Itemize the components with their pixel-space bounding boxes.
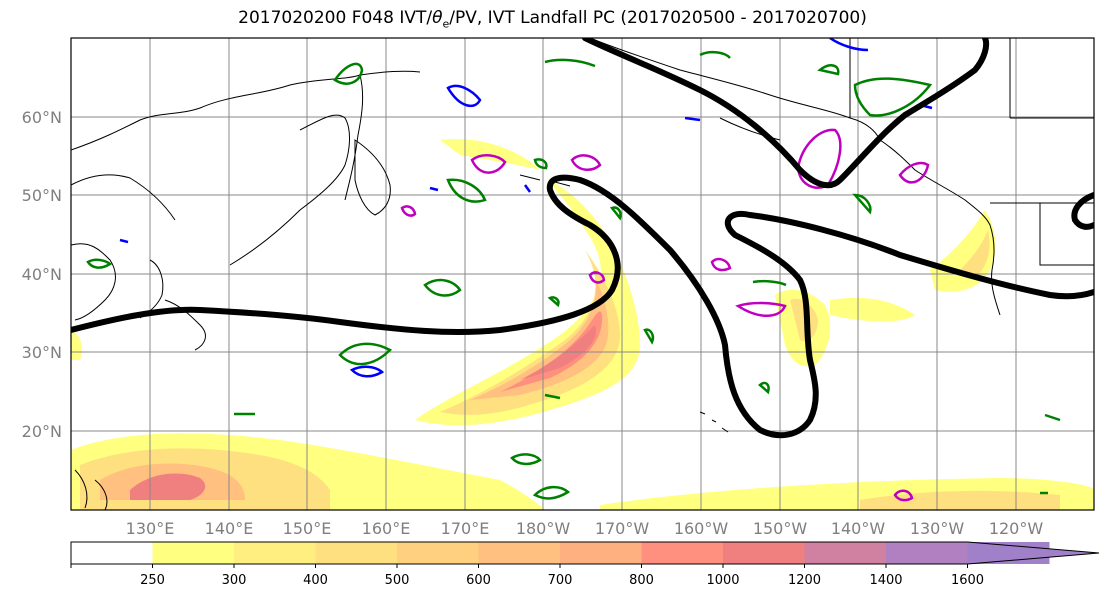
colorbar-segment bbox=[886, 542, 968, 564]
lat-label: 40°N bbox=[22, 265, 62, 284]
lon-label: 130°W bbox=[910, 519, 965, 538]
lon-label: 150°E bbox=[283, 519, 332, 538]
lon-label: 170°W bbox=[595, 519, 650, 538]
theta-e-contours bbox=[86, 50, 1061, 500]
colorbar-tick-label: 250 bbox=[140, 573, 165, 588]
lon-label: 130°E bbox=[126, 519, 175, 538]
colorbar-segment bbox=[71, 542, 153, 564]
colorbar-tick-label: 1400 bbox=[869, 573, 902, 588]
colorbar-tick-label: 1000 bbox=[706, 573, 739, 588]
colorbar-segment bbox=[478, 542, 561, 564]
lon-label: 140°W bbox=[831, 519, 886, 538]
map-title: 2017020200 F048 IVT/θe/PV, IVT Landfall … bbox=[238, 8, 867, 31]
colorbar-segment bbox=[315, 542, 398, 564]
longitude-labels: 130°E 140°E 150°E 160°E 170°E 180°W 170°… bbox=[126, 519, 1044, 538]
lon-label: 180°W bbox=[516, 519, 571, 538]
magenta-contours bbox=[400, 128, 930, 502]
colorbar-segment bbox=[723, 542, 805, 564]
colorbar-tick-label: 1200 bbox=[788, 573, 821, 588]
colorbar-tick-label: 800 bbox=[629, 573, 654, 588]
lat-label: 50°N bbox=[22, 186, 62, 205]
colorbar-tick-label: 300 bbox=[222, 573, 247, 588]
colorbar-tick-label: 500 bbox=[385, 573, 410, 588]
colorbar-extend-arrow bbox=[967, 542, 1099, 564]
pv-contours bbox=[71, 38, 1094, 439]
lon-label: 120°W bbox=[989, 519, 1044, 538]
colorbar-segment bbox=[641, 542, 724, 564]
lon-label: 160°E bbox=[362, 519, 411, 538]
colorbar-segment bbox=[804, 542, 887, 564]
lon-label: 170°E bbox=[441, 519, 490, 538]
lon-label: 140°E bbox=[205, 519, 254, 538]
latitude-labels: 60°N 50°N 40°N 30°N 20°N bbox=[22, 108, 62, 441]
map-border bbox=[70, 37, 1095, 511]
colorbar-segment bbox=[560, 542, 642, 564]
colorbar-segment bbox=[152, 542, 235, 564]
lat-label: 30°N bbox=[22, 343, 62, 362]
lat-label: 20°N bbox=[22, 422, 62, 441]
lat-label: 60°N bbox=[22, 108, 62, 127]
colorbar-segment bbox=[234, 542, 316, 564]
colorbar-tick-label: 700 bbox=[548, 573, 573, 588]
colorbar-segment bbox=[397, 542, 479, 564]
colorbar-tick-label: 400 bbox=[303, 573, 328, 588]
lon-label: 150°W bbox=[753, 519, 808, 538]
lon-label: 160°W bbox=[674, 519, 729, 538]
colorbar-outline bbox=[70, 541, 1100, 565]
colorbar-tick-label: 1600 bbox=[951, 573, 984, 588]
graticule bbox=[71, 38, 1094, 510]
colorbar-labels: 250 300 400 500 600 700 800 1000 1200 1400 1600 bbox=[140, 573, 984, 588]
colorbar-tick-label: 600 bbox=[466, 573, 491, 588]
colorbar bbox=[70, 541, 1100, 568]
